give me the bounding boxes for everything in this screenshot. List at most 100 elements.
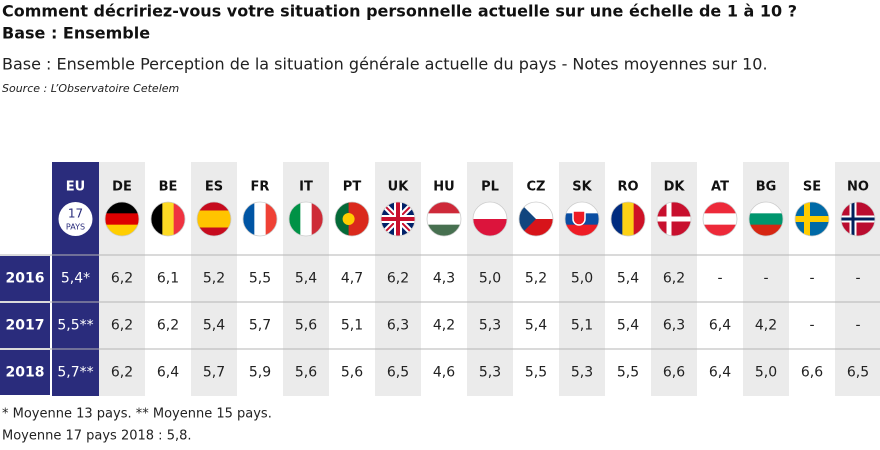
flag-outline: [472, 201, 508, 237]
cell-value: 6,1: [157, 271, 179, 287]
column-header: NO: [847, 180, 869, 195]
cell-value: 4,2: [433, 318, 455, 334]
column-header: IT: [299, 180, 313, 195]
flag: [289, 202, 323, 236]
cell-value: 5,1: [341, 318, 363, 334]
flag-stripe: [300, 202, 313, 236]
cell-value: 5,6: [295, 365, 317, 381]
flag-outline: [748, 201, 784, 237]
cell-value: 5,5**: [57, 318, 93, 334]
column-header: HU: [433, 180, 454, 195]
cell-value: 5,7: [249, 318, 271, 334]
cell-value: 5,4: [203, 318, 225, 334]
column-bg: [145, 162, 191, 396]
flag-cross: [795, 216, 829, 222]
flag: [151, 202, 185, 236]
year-label: 2017: [6, 318, 45, 334]
cell-value: 4,3: [433, 271, 455, 287]
flag-cross: [657, 216, 691, 222]
flag-outline: [794, 201, 830, 237]
column-bg: [835, 162, 880, 396]
column-bg: [743, 162, 789, 396]
column-bg: [421, 162, 467, 396]
cell-value: 4,2: [755, 318, 777, 334]
cell-value: 5,3: [571, 365, 593, 381]
cell-value: 6,6: [663, 365, 685, 381]
eu-badge: [58, 202, 93, 236]
flag-stripe: [254, 202, 267, 236]
cell-value: 5,5: [249, 271, 271, 287]
column-bg: [513, 162, 559, 396]
flag-outline: [564, 201, 600, 237]
flag-outline: [242, 201, 278, 237]
flag-stripe: [703, 213, 737, 226]
cell-value: 5,9: [249, 365, 271, 381]
flag-outline: [426, 201, 462, 237]
flag-outline: [288, 201, 324, 237]
cell-value: 6,2: [387, 271, 409, 287]
cell-value: 6,6: [801, 365, 823, 381]
flag-stripe: [749, 224, 783, 236]
cell-value: 5,4: [617, 271, 639, 287]
column-header: PT: [343, 180, 362, 195]
flag-stripe: [197, 202, 231, 211]
title: Comment décririez-vous votre situation p…: [2, 2, 797, 21]
flag: [473, 202, 507, 236]
flag-stripe: [162, 202, 175, 236]
flag: [519, 202, 553, 236]
column-bg: [52, 162, 99, 396]
column-bg: [789, 162, 835, 396]
column-header: SE: [803, 180, 821, 195]
flag-stripe: [427, 224, 461, 236]
flag-cross: [666, 202, 672, 236]
flag: [795, 202, 829, 236]
flag-stripe: [703, 202, 737, 214]
cell-value: 5,5: [617, 365, 639, 381]
cell-value: 5,5: [525, 365, 547, 381]
flag: [565, 202, 599, 236]
flag-emblem: [342, 213, 355, 225]
cell-value: 6,2: [111, 318, 133, 334]
flag-stripe: [427, 213, 461, 226]
column-bg: [467, 162, 513, 396]
column-header: BG: [756, 180, 777, 195]
flag-cross: [804, 202, 810, 236]
cell-value: 5,4*: [61, 271, 90, 287]
year-cell: [0, 303, 50, 348]
footnote: Moyenne 17 pays 2018 : 5,8.: [2, 429, 192, 444]
cell-value: 6,4: [709, 365, 731, 381]
flag: [611, 202, 645, 236]
eu-badge-label: PAYS: [66, 223, 85, 232]
cell-value: 5,4: [295, 271, 317, 287]
eu-badge-number: 17: [68, 207, 83, 221]
column-bg: [191, 162, 237, 396]
column-header: SK: [572, 180, 592, 195]
flag-stripe: [197, 227, 231, 236]
flag-cross: [851, 202, 855, 236]
column-header: ES: [205, 180, 223, 195]
flag-outline: [656, 201, 692, 237]
year-cell: [0, 350, 50, 395]
flag-cross: [396, 202, 400, 236]
cell-value: -: [717, 271, 722, 287]
cell-value: 6,2: [111, 365, 133, 381]
cell-value: -: [809, 318, 814, 334]
cell-value: 5,3: [479, 365, 501, 381]
flag-stripe: [473, 219, 507, 236]
cell-value: 5,2: [525, 271, 547, 287]
cell-value: 5,2: [203, 271, 225, 287]
cell-value: 4,7: [341, 271, 363, 287]
cell-value: 6,2: [663, 271, 685, 287]
flag-outline: [702, 201, 738, 237]
flag-outline: [518, 201, 554, 237]
cell-value: 6,4: [709, 318, 731, 334]
flag-stripe: [633, 202, 645, 236]
flag-outline: [380, 201, 416, 237]
flag-stripe: [749, 202, 783, 214]
flag-stripe: [311, 202, 323, 236]
title-base: Base : Ensemble: [2, 24, 150, 43]
column-bg: [329, 162, 375, 396]
cell-value: 5,1: [571, 318, 593, 334]
cell-value: -: [763, 271, 768, 287]
flag-stripe: [565, 224, 599, 236]
